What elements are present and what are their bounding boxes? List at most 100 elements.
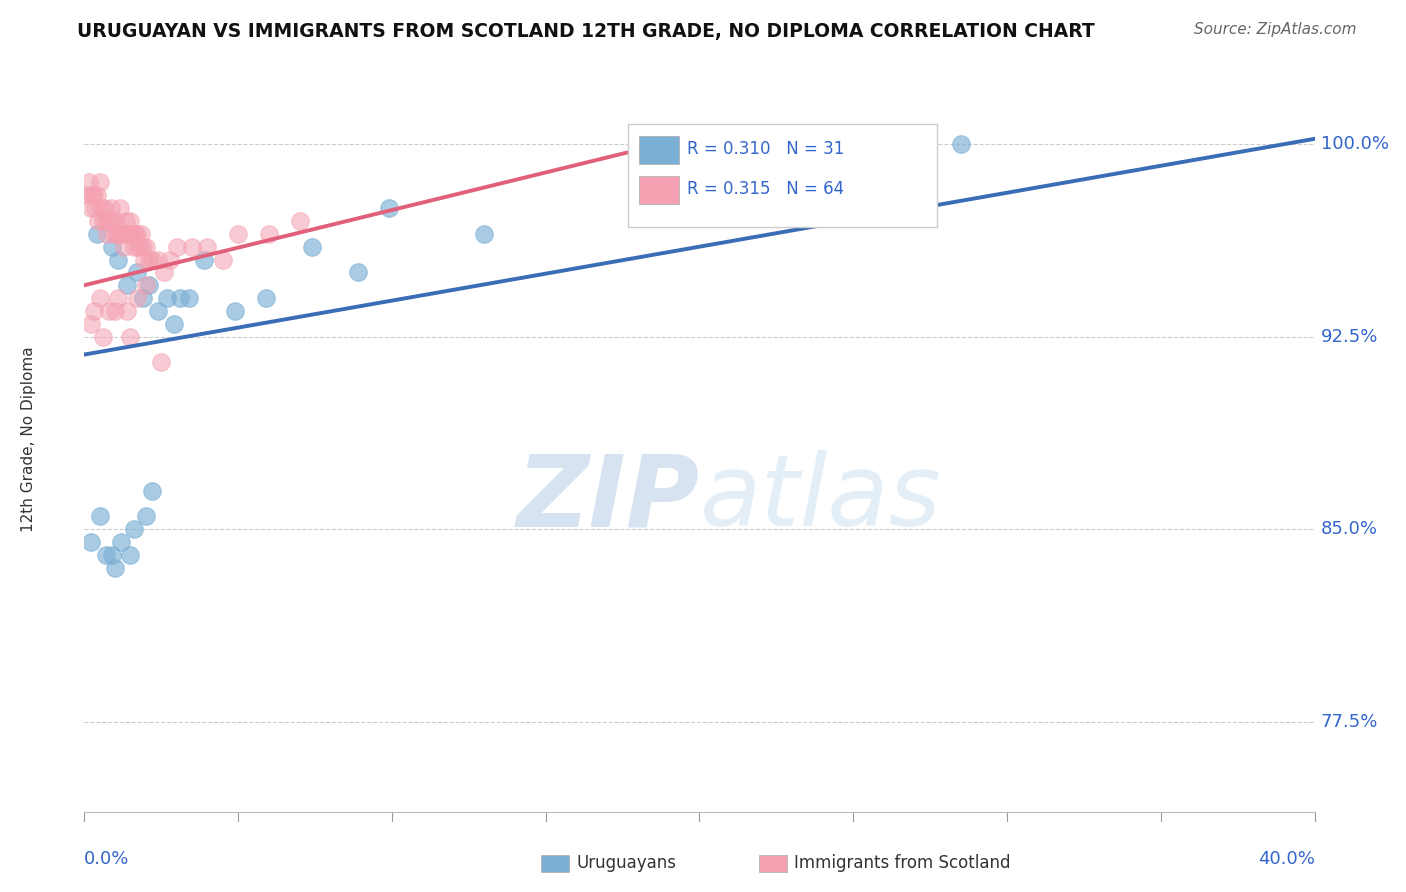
Point	[162, 317, 184, 331]
Point	[138, 252, 160, 267]
Point	[257, 227, 280, 241]
Point	[121, 227, 143, 241]
Point	[378, 201, 401, 215]
Point	[211, 252, 233, 267]
Point	[101, 548, 124, 562]
Point	[93, 201, 115, 215]
Text: URUGUAYAN VS IMMIGRANTS FROM SCOTLAND 12TH GRADE, NO DIPLOMA CORRELATION CHART: URUGUAYAN VS IMMIGRANTS FROM SCOTLAND 12…	[77, 22, 1095, 41]
Point	[156, 291, 179, 305]
Point	[124, 227, 146, 241]
Point	[138, 278, 160, 293]
Point	[83, 188, 105, 202]
Text: ZIP: ZIP	[516, 450, 700, 548]
Point	[125, 265, 148, 279]
Point	[108, 201, 131, 215]
Point	[83, 304, 105, 318]
Point	[128, 240, 150, 254]
Point	[135, 278, 157, 293]
Point	[472, 227, 495, 241]
Point	[91, 214, 114, 228]
Point	[111, 227, 134, 241]
Text: Immigrants from Scotland: Immigrants from Scotland	[794, 855, 1011, 872]
Point	[107, 291, 129, 305]
Point	[197, 240, 219, 254]
Point	[132, 291, 155, 305]
Point	[80, 188, 103, 202]
Point	[115, 214, 138, 228]
Point	[96, 227, 118, 241]
Point	[100, 201, 122, 215]
Point	[254, 291, 277, 305]
Point	[98, 304, 120, 318]
Text: 40.0%: 40.0%	[1258, 850, 1315, 868]
Point	[86, 227, 108, 241]
Point	[949, 136, 972, 151]
Text: R = 0.310   N = 31: R = 0.310 N = 31	[688, 140, 845, 158]
Point	[134, 252, 156, 267]
Point	[91, 329, 114, 343]
Point	[118, 227, 141, 241]
Point	[148, 304, 170, 318]
Point	[703, 136, 725, 151]
Text: atlas: atlas	[700, 450, 941, 548]
Point	[107, 252, 129, 267]
Point	[98, 214, 120, 228]
Point	[112, 240, 135, 254]
Point	[135, 509, 157, 524]
Point	[193, 252, 215, 267]
Point	[104, 560, 127, 574]
Point	[89, 176, 111, 190]
Point	[103, 227, 125, 241]
Point	[117, 278, 139, 293]
Point	[177, 291, 200, 305]
Point	[141, 483, 163, 498]
Point	[86, 188, 108, 202]
Point	[301, 240, 323, 254]
Point	[166, 240, 188, 254]
Point	[107, 227, 129, 241]
Point	[120, 548, 142, 562]
Point	[76, 188, 98, 202]
Point	[288, 214, 311, 228]
Point	[89, 291, 111, 305]
Point	[120, 329, 142, 343]
Point	[104, 304, 127, 318]
Text: 85.0%: 85.0%	[1320, 520, 1378, 538]
Point	[181, 240, 204, 254]
Point	[347, 265, 370, 279]
Point	[87, 214, 110, 228]
Point	[117, 227, 139, 241]
Text: 92.5%: 92.5%	[1320, 327, 1378, 345]
Text: 100.0%: 100.0%	[1320, 135, 1389, 153]
Point	[101, 214, 124, 228]
Point	[110, 535, 132, 549]
Text: R = 0.315   N = 64: R = 0.315 N = 64	[688, 180, 844, 198]
Point	[150, 355, 173, 369]
Point	[226, 227, 249, 241]
Point	[117, 304, 139, 318]
Point	[84, 201, 107, 215]
Point	[148, 252, 170, 267]
Point	[101, 240, 124, 254]
Point	[94, 548, 117, 562]
Point	[105, 227, 128, 241]
Point	[132, 240, 155, 254]
Text: Uruguayans: Uruguayans	[576, 855, 676, 872]
Point	[90, 201, 112, 215]
Point	[169, 291, 191, 305]
Point	[224, 304, 246, 318]
Point	[129, 227, 152, 241]
Point	[94, 214, 117, 228]
Point	[127, 240, 149, 254]
Point	[125, 227, 148, 241]
Point	[122, 240, 145, 254]
Text: 12th Grade, No Diploma: 12th Grade, No Diploma	[21, 346, 37, 533]
Point	[153, 265, 176, 279]
Text: Source: ZipAtlas.com: Source: ZipAtlas.com	[1194, 22, 1357, 37]
Point	[765, 176, 787, 190]
Point	[120, 214, 142, 228]
Point	[110, 227, 132, 241]
Point	[125, 291, 148, 305]
Point	[79, 201, 101, 215]
Point	[159, 252, 181, 267]
